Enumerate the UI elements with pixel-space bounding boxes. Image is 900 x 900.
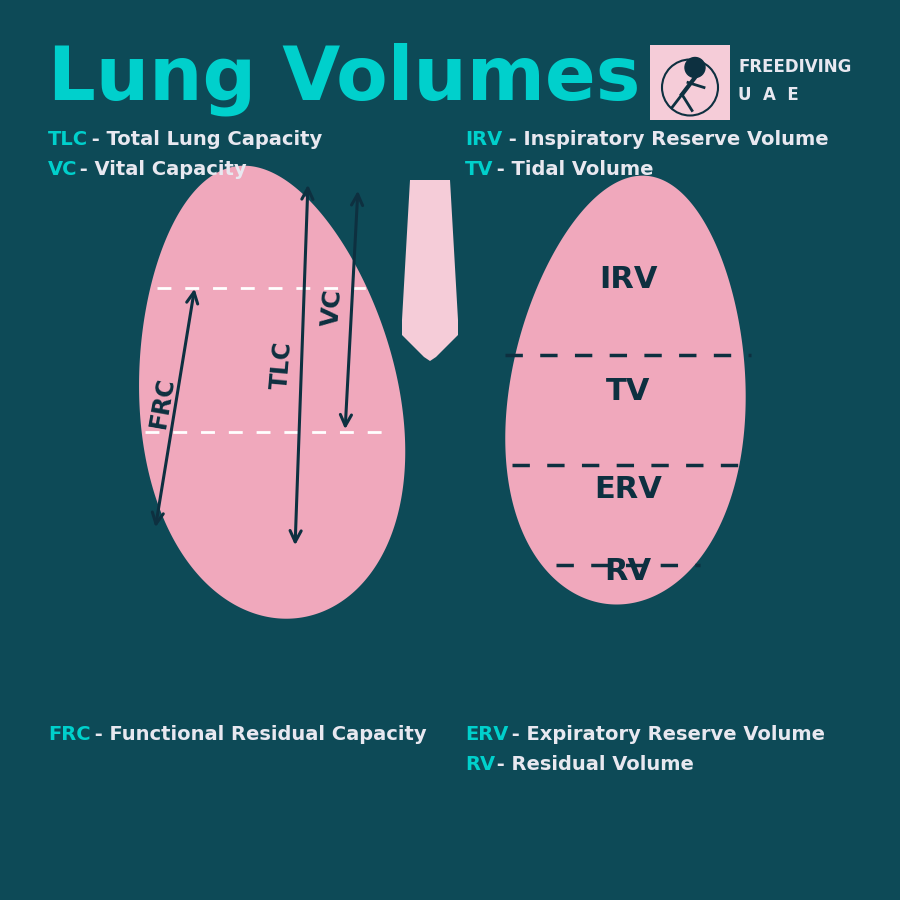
- Text: IRV: IRV: [598, 266, 657, 294]
- Text: ERV: ERV: [465, 725, 508, 744]
- Polygon shape: [140, 166, 405, 618]
- Text: - Inspiratory Reserve Volume: - Inspiratory Reserve Volume: [502, 130, 829, 149]
- Text: VC: VC: [320, 288, 346, 328]
- Text: FRC: FRC: [48, 725, 91, 744]
- Text: FREEDIVING: FREEDIVING: [738, 58, 851, 76]
- Text: - Residual Volume: - Residual Volume: [490, 755, 694, 774]
- Circle shape: [685, 58, 705, 77]
- Text: TLC: TLC: [268, 340, 296, 390]
- Text: RV: RV: [605, 557, 652, 587]
- Text: IRV: IRV: [465, 130, 502, 149]
- Text: VC: VC: [48, 160, 77, 179]
- Text: - Vital Capacity: - Vital Capacity: [73, 160, 247, 179]
- FancyBboxPatch shape: [650, 45, 730, 120]
- Text: ERV: ERV: [594, 475, 662, 505]
- Polygon shape: [505, 176, 746, 605]
- Text: FRC: FRC: [146, 374, 178, 429]
- Text: Lung Volumes: Lung Volumes: [48, 42, 641, 115]
- Text: TV: TV: [606, 377, 650, 407]
- Text: - Tidal Volume: - Tidal Volume: [490, 160, 653, 179]
- Text: - Total Lung Capacity: - Total Lung Capacity: [85, 130, 322, 149]
- Polygon shape: [402, 180, 458, 361]
- Text: U  A  E: U A E: [738, 86, 799, 104]
- Text: TLC: TLC: [48, 130, 88, 149]
- Text: - Expiratory Reserve Volume: - Expiratory Reserve Volume: [505, 725, 825, 744]
- Text: RV: RV: [465, 755, 495, 774]
- Text: - Functional Residual Capacity: - Functional Residual Capacity: [88, 725, 427, 744]
- Text: TV: TV: [465, 160, 493, 179]
